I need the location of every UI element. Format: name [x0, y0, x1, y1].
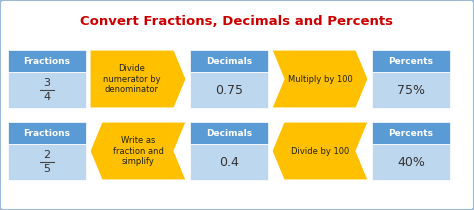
Text: 3: 3: [44, 78, 51, 88]
FancyBboxPatch shape: [372, 50, 450, 72]
Polygon shape: [272, 50, 368, 108]
FancyBboxPatch shape: [372, 122, 450, 144]
Text: Divide by 100: Divide by 100: [291, 147, 349, 155]
Text: Decimals: Decimals: [206, 129, 252, 138]
Polygon shape: [90, 50, 186, 108]
Text: 40%: 40%: [397, 156, 425, 168]
FancyBboxPatch shape: [372, 144, 450, 180]
Text: Fractions: Fractions: [24, 56, 71, 66]
FancyBboxPatch shape: [372, 72, 450, 108]
Text: Decimals: Decimals: [206, 56, 252, 66]
FancyBboxPatch shape: [190, 72, 268, 108]
Text: 75%: 75%: [397, 84, 425, 97]
Text: Percents: Percents: [389, 56, 434, 66]
Text: 4: 4: [44, 92, 51, 102]
Text: 5: 5: [44, 164, 51, 174]
FancyBboxPatch shape: [190, 122, 268, 144]
FancyBboxPatch shape: [8, 144, 86, 180]
Text: Convert Fractions, Decimals and Percents: Convert Fractions, Decimals and Percents: [81, 15, 393, 28]
Text: 0.4: 0.4: [219, 156, 239, 168]
FancyBboxPatch shape: [8, 72, 86, 108]
FancyBboxPatch shape: [8, 50, 86, 72]
Text: 0.75: 0.75: [215, 84, 243, 97]
FancyBboxPatch shape: [190, 50, 268, 72]
Polygon shape: [90, 122, 186, 180]
Text: Fractions: Fractions: [24, 129, 71, 138]
Text: Write as
fraction and
simplify: Write as fraction and simplify: [112, 136, 164, 166]
Polygon shape: [272, 122, 368, 180]
Text: 2: 2: [44, 150, 51, 160]
FancyBboxPatch shape: [8, 122, 86, 144]
Text: Divide
numerator by
denominator: Divide numerator by denominator: [103, 64, 161, 94]
FancyBboxPatch shape: [190, 144, 268, 180]
Text: Multiply by 100: Multiply by 100: [288, 75, 352, 84]
Text: Percents: Percents: [389, 129, 434, 138]
